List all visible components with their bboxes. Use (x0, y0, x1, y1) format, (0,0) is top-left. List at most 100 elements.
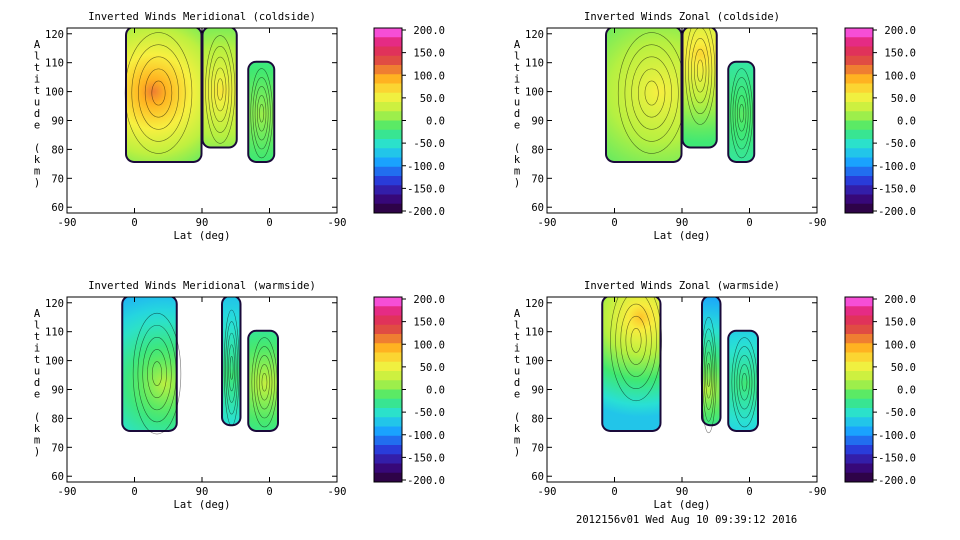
contour-line (734, 86, 749, 141)
colorbar-band (845, 306, 873, 316)
y-tick-label: 60 (51, 202, 64, 214)
y-tick-label: 110 (45, 58, 64, 70)
colorbar-band (845, 435, 873, 446)
contour-line (228, 344, 235, 392)
colorbar-label: 0.0 (897, 116, 916, 128)
colorbar-label: -50.0 (884, 138, 916, 150)
colorbar-band (374, 371, 402, 381)
contour-line (142, 337, 172, 411)
colorbar: 200.0 150.0 100.0 50.0 0.0 -50.0 -100.0 -150.0 -… (373, 25, 445, 218)
colorbar-band (374, 380, 402, 390)
x-tick-label: 0 (611, 217, 617, 229)
colorbar-label: -150.0 (878, 183, 916, 195)
contour-line (261, 373, 268, 392)
colorbar-band (845, 129, 873, 140)
contour-line (702, 328, 715, 422)
contour-line (259, 364, 270, 401)
colorbar-band (845, 297, 873, 307)
x-tick-label: -90 (328, 217, 347, 229)
field-region (223, 297, 240, 425)
contour-line (205, 35, 236, 144)
colorbar-band (374, 46, 402, 57)
colorbar-band (374, 389, 402, 400)
contour-line (144, 68, 173, 118)
colorbar-band (845, 166, 873, 177)
y-tick-label: 100 (525, 87, 544, 99)
contour-field (121, 297, 279, 435)
colorbar-label: -100.0 (407, 430, 445, 442)
colorbar-band (374, 398, 402, 409)
contour-line (610, 297, 662, 402)
colorbar-band (845, 120, 873, 131)
colorbar-band (845, 157, 873, 168)
colorbar-label: 0.0 (426, 116, 445, 128)
colorbar-band (374, 139, 402, 149)
y-tick-label: 80 (531, 413, 544, 425)
x-tick-label: -90 (328, 486, 347, 498)
contour-line (216, 78, 224, 101)
colorbar-band (845, 343, 873, 353)
y-tick-label: 120 (45, 29, 64, 41)
x-tick-label: 90 (676, 217, 689, 229)
contour-line (624, 44, 679, 142)
colorbar-band (374, 334, 402, 344)
contour-line (259, 104, 265, 123)
contour-line (138, 56, 179, 130)
contour-line (208, 46, 233, 133)
colorbar-band (374, 148, 402, 158)
colorbar-label: -150.0 (407, 183, 445, 195)
y-tick-label: 60 (531, 471, 544, 483)
contour-line (631, 56, 672, 130)
y-tick-label: 60 (531, 202, 544, 214)
colorbar-band (845, 324, 873, 335)
contour-line (739, 104, 745, 123)
y-tick-label: 120 (525, 29, 544, 41)
colorbar-label: -100.0 (878, 430, 916, 442)
contour-line (124, 32, 193, 154)
colorbar-band (845, 55, 873, 66)
colorbar: 200.0 150.0 100.0 50.0 0.0 -50.0 -100.0 -150.0 -… (373, 294, 445, 487)
y-tick-label: 70 (531, 173, 544, 185)
contour-line (229, 355, 234, 380)
colorbar-label: 150.0 (884, 317, 916, 329)
contour-line (694, 48, 707, 93)
colorbar-label: -200.0 (878, 206, 916, 218)
y-tick-label: 80 (51, 144, 64, 156)
colorbar-band (374, 417, 402, 427)
colorbar-band (374, 102, 402, 112)
colorbar-label: 50.0 (891, 362, 916, 374)
contour-line (137, 324, 177, 423)
contour-line (214, 67, 227, 112)
contour-line (615, 297, 657, 389)
colorbar-band (374, 166, 402, 177)
x-tick-label: -90 (808, 486, 827, 498)
colorbar-label: 100.0 (413, 339, 445, 351)
contour-line (741, 373, 748, 392)
y-tick-label: 110 (525, 58, 544, 70)
colorbar: 200.0 150.0 100.0 50.0 0.0 -50.0 -100.0 -150.0 -… (844, 294, 916, 487)
colorbar-band (845, 408, 873, 418)
field-region (603, 297, 660, 430)
colorbar-band (374, 92, 402, 103)
x-axis-label: Lat (deg) (174, 499, 231, 511)
colorbar-label: -200.0 (878, 475, 916, 487)
colorbar-band (374, 176, 402, 186)
y-tick-label: 90 (51, 116, 64, 128)
colorbar-band (845, 445, 873, 455)
colorbar-band (374, 120, 402, 131)
x-tick-label: 90 (196, 486, 209, 498)
colorbar-band (374, 324, 402, 335)
colorbar-label: -150.0 (878, 452, 916, 464)
y-tick-label: 100 (45, 356, 64, 368)
colorbar-band (845, 74, 873, 84)
contour-line (151, 80, 166, 106)
x-tick-label: 0 (266, 217, 272, 229)
colorbar-label: -50.0 (884, 407, 916, 419)
colorbar-band (845, 28, 873, 38)
contour-line (688, 28, 713, 115)
colorbar-band (845, 203, 873, 214)
y-tick-label: 90 (531, 116, 544, 128)
field-region (203, 28, 236, 147)
